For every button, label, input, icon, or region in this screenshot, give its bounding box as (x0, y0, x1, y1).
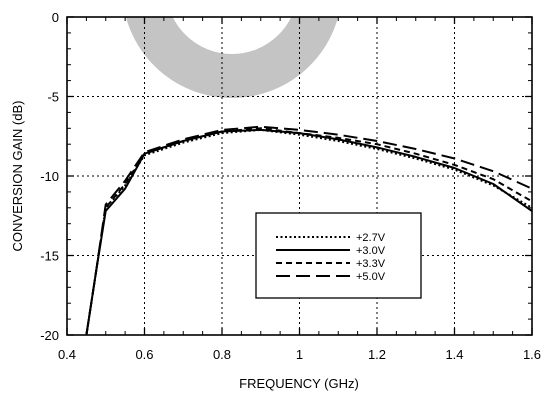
x-tick-label: 1.2 (368, 347, 386, 362)
watermark-logo (126, 17, 338, 98)
x-tick-label: 0.8 (213, 347, 231, 362)
x-tick-label: 1.4 (445, 347, 463, 362)
legend-box (255, 212, 422, 299)
x-tick-labels: 0.4 0.6 0.8 1 1.2 1.4 1.6 (58, 347, 541, 362)
x-tick-label: 1 (296, 347, 303, 362)
series-line-3 (85, 127, 532, 335)
legend-label-4: +5.0V (356, 271, 386, 283)
x-axis-title: FREQUENCY (GHz) (239, 376, 359, 391)
legend: +2.7V+3.0V+3.3V+5.0V (255, 212, 422, 299)
axis-ticks (66, 16, 533, 336)
series-lines (85, 125, 532, 335)
legend-label-1: +2.7V (356, 232, 386, 244)
y-tick-labels: -20 -15 -10 -5 0 (40, 10, 59, 343)
y-tick-label: -5 (47, 90, 59, 105)
x-tick-label: 0.4 (58, 347, 76, 362)
x-tick-label: 0.6 (135, 347, 153, 362)
series-line-2 (85, 128, 532, 335)
y-tick-label: -20 (40, 328, 59, 343)
legend-label-3: +3.3V (356, 258, 386, 270)
y-axis-title: CONVERSION GAIN (dB) (10, 101, 25, 252)
x-tick-label: 1.6 (523, 347, 541, 362)
y-tick-label: 0 (52, 10, 59, 25)
y-tick-label: -10 (40, 169, 59, 184)
legend-label-2: +3.0V (356, 245, 386, 257)
series-line-4 (85, 125, 532, 335)
y-tick-label: -15 (40, 249, 59, 264)
